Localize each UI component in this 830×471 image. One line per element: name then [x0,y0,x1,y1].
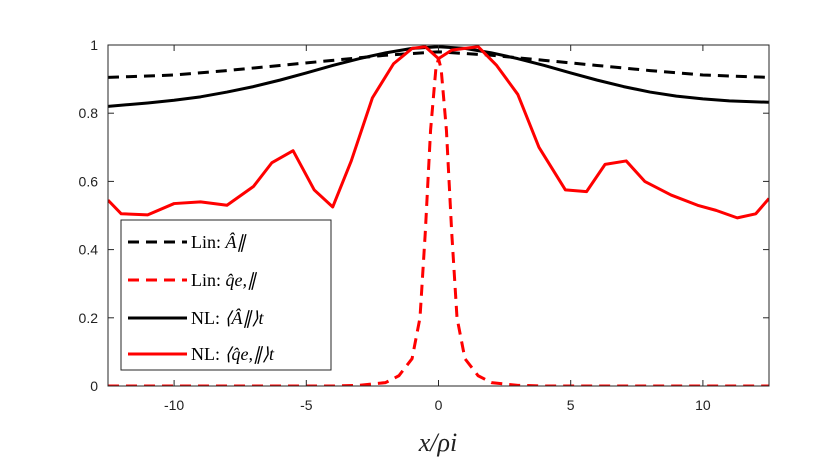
y-tick-label: 0.2 [79,310,99,326]
y-tick-label: 0.8 [79,105,99,121]
legend-label: Lin: q̂e,∥ [191,270,258,290]
legend-box [120,219,332,371]
y-axis: 0 0.2 0.4 0.6 0.8 1 [79,37,769,394]
x-tick-label: 10 [695,397,711,413]
x-tick-label: -5 [300,397,313,413]
series-line-1 [108,50,769,79]
series-line-4 [108,45,769,220]
y-tick-label: 0.6 [79,173,99,189]
y-tick-label: 0.4 [79,242,99,258]
x-tick-label: 5 [567,397,575,413]
legend: Lin: Â∥ Lin: q̂e,∥ NL: ⟨Â∥⟩t NL: ⟨q̂e,∥⟩t [120,219,332,371]
x-tick-label: 0 [435,397,443,413]
legend-label: NL: ⟨q̂e,∥⟩t [191,344,275,364]
x-axis: -10 -5 0 5 10 [164,45,711,413]
x-axis-label: x/ρi [418,428,457,457]
y-tick-label: 1 [90,37,98,53]
legend-label: NL: ⟨Â∥⟩t [191,307,265,328]
x-tick-label: -10 [164,397,184,413]
y-tick-label: 0 [90,378,98,394]
legend-label: Lin: Â∥ [191,231,247,252]
